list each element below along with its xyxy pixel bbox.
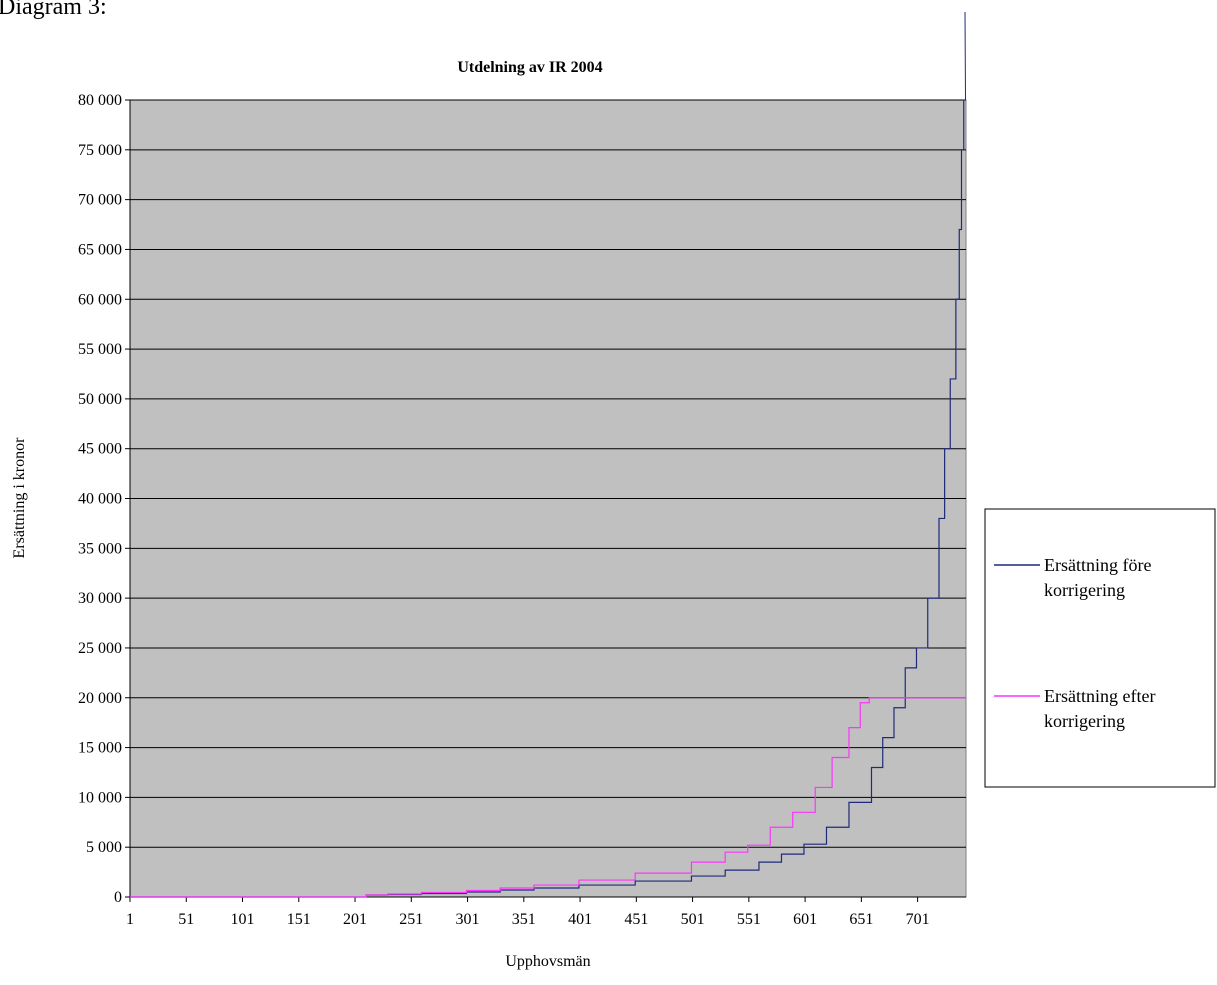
y-tick-label: 30 000 bbox=[78, 590, 122, 607]
y-tick-label: 75 000 bbox=[78, 142, 122, 159]
x-tick-label: 701 bbox=[906, 911, 930, 928]
y-tick-label: 80 000 bbox=[78, 92, 122, 109]
y-tick-label: 35 000 bbox=[78, 540, 122, 557]
y-tick-label: 60 000 bbox=[78, 291, 122, 308]
y-axis-ticks: 0 5 000 10 000 15 000 20 000 25 000 30 000 35 0… bbox=[78, 92, 130, 906]
y-tick-label: 10 000 bbox=[78, 789, 122, 806]
y-axis-title: Ersättning i kronor bbox=[11, 437, 28, 559]
series-after-line bbox=[130, 697, 966, 898]
x-tick-label: 601 bbox=[793, 911, 817, 928]
y-tick-label: 0 bbox=[114, 889, 122, 906]
legend-box bbox=[984, 508, 1216, 788]
legend-entry-label: Ersättning före bbox=[1044, 555, 1151, 575]
x-tick-label: 451 bbox=[624, 911, 648, 928]
legend-entry-label: korrigering bbox=[1044, 580, 1125, 600]
legend-entry-label: korrigering bbox=[1044, 711, 1125, 731]
legend-entry-label: Ersättning efter bbox=[1044, 686, 1155, 706]
x-tick-label: 551 bbox=[737, 911, 761, 928]
x-tick-label: 301 bbox=[456, 911, 480, 928]
series-before-line bbox=[130, 99, 966, 898]
y-tick-label: 15 000 bbox=[78, 740, 122, 757]
y-tick-label: 45 000 bbox=[78, 441, 122, 458]
y-tick-label: 50 000 bbox=[78, 391, 122, 408]
y-tick-label: 20 000 bbox=[78, 690, 122, 707]
chart-title: Utdelning av IR 2004 bbox=[457, 59, 602, 76]
x-tick-label: 251 bbox=[399, 911, 423, 928]
diagram-label: Diagram 3: bbox=[0, 0, 107, 20]
x-tick-label: 351 bbox=[512, 911, 536, 928]
y-tick-label: 25 000 bbox=[78, 640, 122, 657]
x-tick-label: 151 bbox=[287, 911, 311, 928]
y-tick-label: 70 000 bbox=[78, 192, 122, 209]
x-tick-label: 401 bbox=[568, 911, 592, 928]
series-before-overflow-line bbox=[964, 11, 966, 101]
x-tick-label: 201 bbox=[343, 911, 367, 928]
x-tick-label: 501 bbox=[681, 911, 705, 928]
y-tick-label: 5 000 bbox=[86, 839, 122, 856]
x-axis-title: Upphovsmän bbox=[505, 953, 590, 970]
y-tick-label: 65 000 bbox=[78, 241, 122, 258]
x-tick-label: 651 bbox=[849, 911, 873, 928]
gridlines bbox=[130, 99, 966, 848]
y-tick-label: 55 000 bbox=[78, 341, 122, 358]
series-lines bbox=[130, 99, 966, 898]
y-tick-label: 40 000 bbox=[78, 491, 122, 508]
x-tick-label: 1 bbox=[126, 911, 134, 928]
x-tick-label: 101 bbox=[231, 911, 255, 928]
x-axis-ticks: 1 51 101 151 201 251 301 351 401 451 501 551 601 651 7… bbox=[126, 897, 930, 928]
legend: Ersättning före korrigering Ersättning eft… bbox=[984, 508, 1216, 788]
x-tick-label: 51 bbox=[178, 911, 194, 928]
